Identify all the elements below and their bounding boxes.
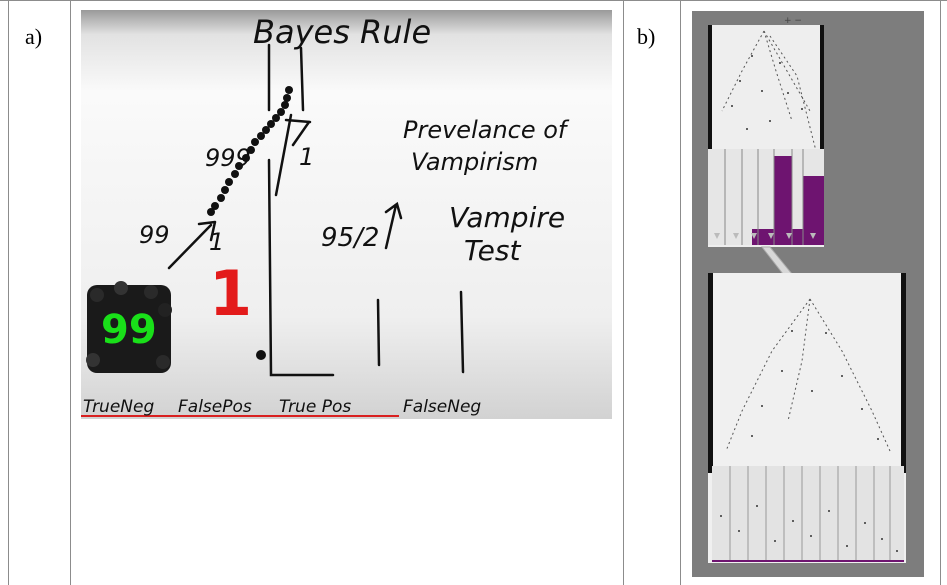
label-a: a)	[25, 24, 43, 49]
panel-a-whiteboard: Bayes Rule Prevelance of Vampirism Vampi…	[81, 10, 612, 419]
dot-chain	[207, 86, 293, 360]
bin-label-true-pos: True Pos	[279, 397, 351, 417]
table-divider-b-label	[680, 0, 681, 585]
branch-label-1-top: 1	[299, 143, 314, 171]
panel-b-simulation: + −	[692, 11, 924, 577]
text-vampire: Vampire	[449, 201, 565, 234]
table-divider-middle	[623, 0, 624, 585]
text-prevalence: Prevelance of	[403, 116, 570, 144]
branch-label-1-mid: 1	[209, 228, 224, 256]
panel-b-svg: + −	[692, 11, 924, 577]
text-vampirism: Vampirism	[411, 148, 538, 176]
branch-label-95-2: 95/2	[321, 223, 379, 253]
table-top-border	[0, 0, 947, 1]
arrow-upper	[274, 113, 312, 197]
bin-label-true-neg: TrueNeg	[83, 397, 154, 417]
zoom-controls[interactable]: + −	[784, 16, 802, 26]
arrow-right	[384, 201, 403, 250]
bin-label-false-neg: FalseNeg	[403, 397, 481, 417]
text-test: Test	[464, 234, 521, 267]
bin-divider-2	[376, 298, 381, 367]
top-funnel-lines	[267, 43, 305, 112]
bin-divider-1	[267, 158, 335, 377]
table-divider-a-label	[70, 0, 71, 585]
table-border-left	[8, 0, 9, 585]
upper-bins	[708, 149, 824, 245]
bin-label-false-pos: FalsePos	[178, 397, 252, 417]
bin-divider-3	[459, 290, 465, 374]
count-true-negative: 99	[101, 307, 157, 353]
count-false-positive: 1	[209, 257, 252, 330]
panel-a-svg: Bayes Rule Prevelance of Vampirism Vampi…	[81, 10, 612, 419]
true-negative-ball-pile	[86, 281, 172, 373]
arrow-lower-left	[167, 220, 217, 270]
title-bayes-rule: Bayes Rule	[253, 13, 431, 51]
table-border-right	[940, 0, 941, 585]
lower-bins	[712, 466, 904, 562]
branch-label-99: 99	[139, 221, 170, 249]
label-b: b)	[637, 24, 656, 49]
